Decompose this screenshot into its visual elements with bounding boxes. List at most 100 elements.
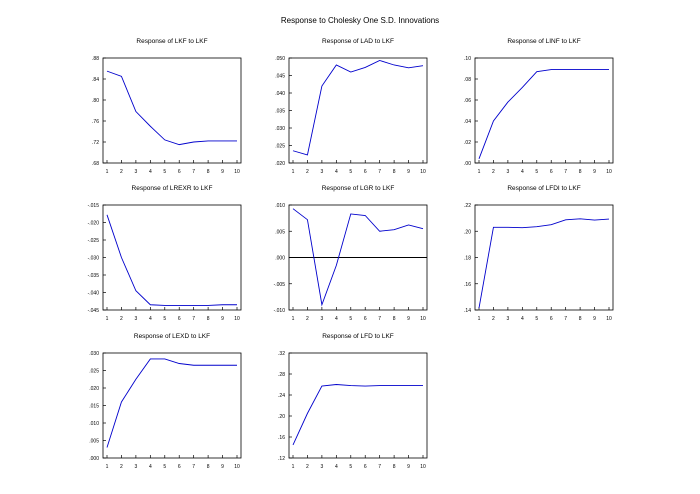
y-tick-label: .20 <box>278 414 285 420</box>
x-tick-label: 9 <box>221 464 224 470</box>
y-tick-label: .005 <box>89 439 99 445</box>
y-tick-label: .72 <box>92 140 99 146</box>
response-line <box>478 218 610 309</box>
y-tick-label: .030 <box>275 126 285 132</box>
x-tick-label: 1 <box>292 169 295 175</box>
x-tick-label: 8 <box>579 316 582 322</box>
x-tick-label: 8 <box>393 316 396 322</box>
y-tick-label: -.010 <box>274 308 286 314</box>
x-tick-label: 10 <box>234 464 240 470</box>
x-tick-label: 3 <box>506 316 509 322</box>
plot-frame <box>102 57 242 164</box>
y-tick-label: .04 <box>464 119 471 125</box>
plot-frame <box>474 204 614 311</box>
y-tick-label: .010 <box>89 421 99 427</box>
x-tick-label: 7 <box>192 316 195 322</box>
y-tick-label: .02 <box>464 140 471 146</box>
x-tick-label: 6 <box>178 169 181 175</box>
y-tick-label: .005 <box>275 229 285 235</box>
panel-title: Response of LKF to LKF <box>136 38 207 45</box>
x-tick-label: 2 <box>306 464 309 470</box>
y-tick-label: .025 <box>89 369 99 375</box>
x-tick-label: 9 <box>221 169 224 175</box>
y-tick-label: .020 <box>275 161 285 167</box>
x-tick-label: 7 <box>378 316 381 322</box>
x-tick-label: 6 <box>178 316 181 322</box>
y-tick-label: -.045 <box>88 308 100 314</box>
x-tick-label: 7 <box>192 169 195 175</box>
x-tick-label: 10 <box>234 169 240 175</box>
x-tick-label: 2 <box>306 169 309 175</box>
x-tick-label: 5 <box>535 169 538 175</box>
x-tick-label: 8 <box>207 316 210 322</box>
response-line <box>292 384 423 446</box>
x-tick-label: 1 <box>292 464 295 470</box>
x-tick-label: 1 <box>478 169 481 175</box>
x-tick-label: 1 <box>106 169 109 175</box>
y-tick-label: .030 <box>89 351 99 357</box>
x-tick-label: 8 <box>579 169 582 175</box>
y-tick-label: .015 <box>89 404 99 410</box>
x-tick-label: 4 <box>149 464 152 470</box>
x-tick-label: 7 <box>378 169 381 175</box>
x-tick-label: 9 <box>407 169 410 175</box>
x-tick-label: 10 <box>420 316 426 322</box>
x-tick-label: 7 <box>564 316 567 322</box>
x-tick-label: 4 <box>335 169 338 175</box>
x-tick-label: 1 <box>478 316 481 322</box>
panel-title: Response of LAD to LKF <box>322 38 394 45</box>
y-tick-label: .22 <box>464 203 471 209</box>
y-tick-label: .00 <box>464 161 471 167</box>
y-tick-label: -.030 <box>88 256 100 262</box>
y-tick-label: .000 <box>275 256 285 262</box>
y-tick-label: .040 <box>275 91 285 97</box>
y-tick-label: .08 <box>464 77 471 83</box>
y-tick-label: .24 <box>278 393 285 399</box>
y-tick-label: .14 <box>464 308 471 314</box>
x-tick-label: 2 <box>120 464 123 470</box>
y-tick-label: .12 <box>278 456 285 462</box>
y-tick-label: .06 <box>464 98 471 104</box>
y-tick-label: .20 <box>464 229 471 235</box>
y-tick-label: .10 <box>464 56 471 62</box>
response-line <box>292 59 424 156</box>
response-line <box>106 358 237 448</box>
y-tick-label: .000 <box>89 456 99 462</box>
response-line <box>106 70 237 146</box>
x-tick-label: 5 <box>535 316 538 322</box>
x-tick-label: 2 <box>120 169 123 175</box>
x-tick-label: 3 <box>134 464 137 470</box>
x-tick-label: 3 <box>506 169 509 175</box>
panel-title: Response of LFDI to LKF <box>507 185 580 192</box>
x-tick-label: 3 <box>134 169 137 175</box>
x-tick-label: 6 <box>364 316 367 322</box>
x-tick-label: 3 <box>134 316 137 322</box>
x-tick-label: 2 <box>492 316 495 322</box>
panel-title: Response of LREXR to LKF <box>132 185 213 192</box>
panel-title: Response of LINF to LKF <box>507 38 580 45</box>
y-tick-label: -.035 <box>88 273 100 279</box>
x-tick-label: 5 <box>349 316 352 322</box>
y-tick-label: .88 <box>92 56 99 62</box>
x-tick-label: 10 <box>606 316 612 322</box>
x-tick-label: 9 <box>407 316 410 322</box>
y-tick-label: .010 <box>275 203 285 209</box>
x-tick-label: 3 <box>320 316 323 322</box>
x-tick-label: 5 <box>163 169 166 175</box>
x-tick-label: 1 <box>106 464 109 470</box>
y-tick-label: -.020 <box>88 221 100 227</box>
response-line <box>106 214 237 306</box>
x-tick-label: 6 <box>550 169 553 175</box>
x-tick-label: 10 <box>234 316 240 322</box>
plot-frame <box>102 204 242 311</box>
x-tick-label: 4 <box>149 169 152 175</box>
y-tick-label: .18 <box>464 256 471 262</box>
y-tick-label: .28 <box>278 372 285 378</box>
y-tick-label: .68 <box>92 161 99 167</box>
y-tick-label: -.015 <box>88 203 100 209</box>
x-tick-label: 1 <box>292 316 295 322</box>
x-tick-label: 4 <box>521 316 524 322</box>
x-tick-label: 9 <box>593 316 596 322</box>
x-tick-label: 10 <box>420 169 426 175</box>
